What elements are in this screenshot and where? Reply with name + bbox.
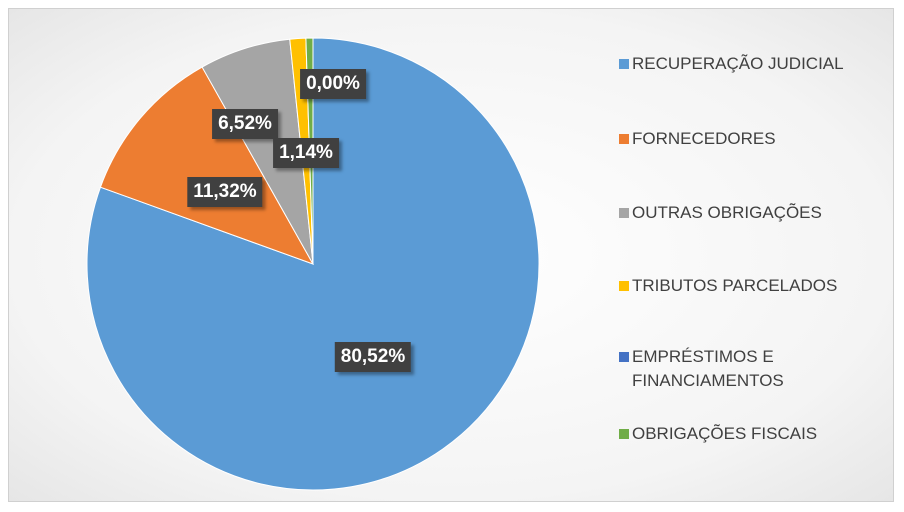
- legend-swatch: [619, 134, 629, 144]
- legend-item: TRIBUTOS PARCELADOS: [619, 274, 882, 298]
- legend-label: OBRIGAÇÕES FISCAIS: [632, 424, 818, 443]
- legend-label: EMPRÉSTIMOS E FINANCIAMENTOS: [632, 347, 784, 390]
- legend-swatch: [619, 429, 629, 439]
- legend-label: OUTRAS OBRIGAÇÕES: [632, 203, 822, 222]
- legend-item: RECUPERAÇÃO JUDICIAL: [619, 52, 882, 76]
- data-label: 0,00%: [300, 69, 366, 99]
- data-label: 6,52%: [212, 109, 278, 139]
- legend-item: OBRIGAÇÕES FISCAIS: [619, 422, 882, 446]
- legend-swatch: [619, 281, 629, 291]
- legend-item: EMPRÉSTIMOS E FINANCIAMENTOS: [619, 345, 882, 393]
- legend-item: OUTRAS OBRIGAÇÕES: [619, 201, 882, 225]
- legend-label: TRIBUTOS PARCELADOS: [632, 276, 838, 295]
- data-label: 1,14%: [273, 138, 339, 168]
- data-label: 80,52%: [334, 342, 412, 372]
- slice: [99, 66, 315, 265]
- legend-swatch: [619, 352, 629, 362]
- legend-item: FORNECEDORES: [619, 127, 882, 151]
- legend-label: FORNECEDORES: [632, 129, 776, 148]
- legend-swatch: [619, 208, 629, 218]
- legend-label: RECUPERAÇÃO JUDICIAL: [632, 54, 844, 73]
- legend-swatch: [619, 59, 629, 69]
- data-label: 11,32%: [187, 177, 263, 207]
